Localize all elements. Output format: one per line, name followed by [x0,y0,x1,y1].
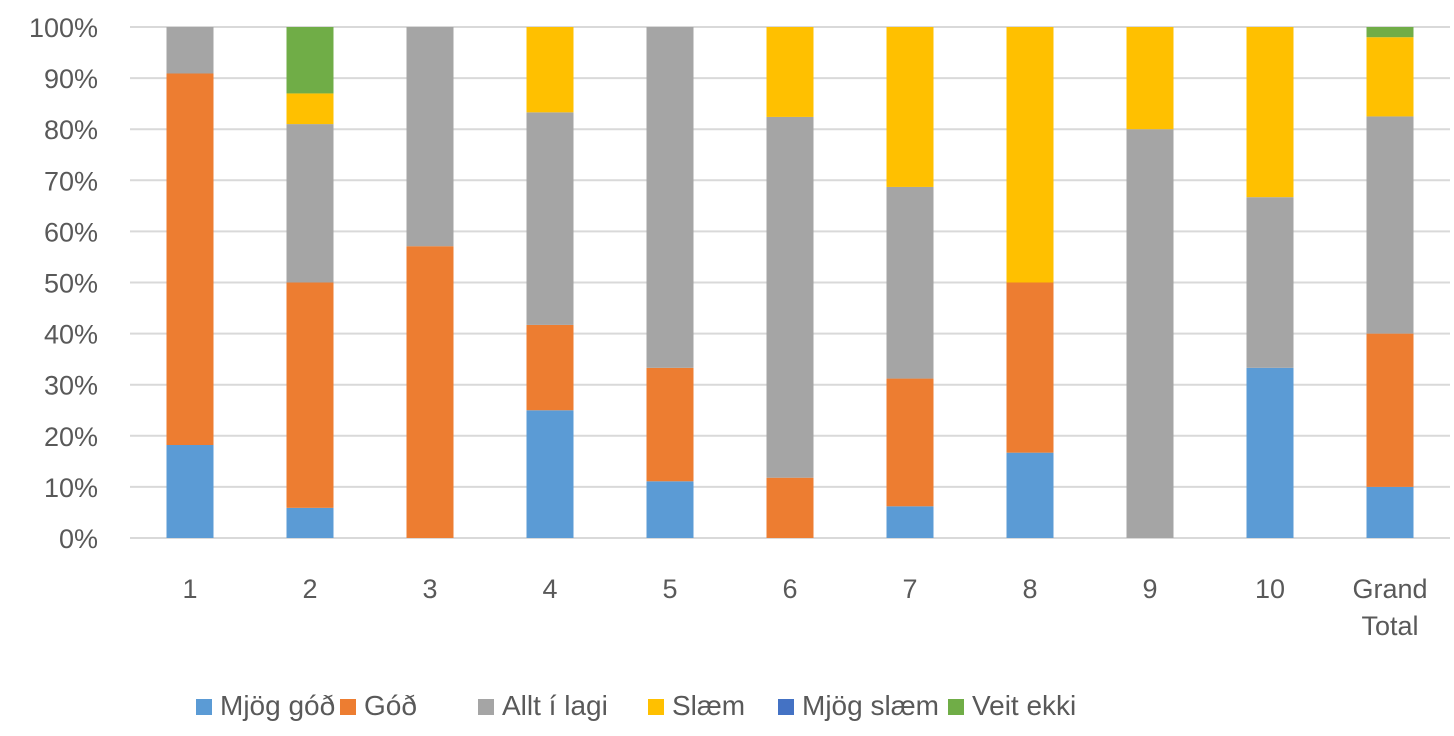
y-axis: 0% 10% 20% 30% 40% 50% 60% 70% 80% 90% 100% [29,13,98,554]
x-tick-label: 5 [662,574,677,604]
bar-segment [286,282,334,508]
x-tick-label: 2 [302,574,317,604]
bar-segment [886,506,934,538]
bars [166,27,1414,538]
legend-swatch [948,699,964,715]
y-tick-label: 30% [44,371,98,401]
x-tick-label: Grand Total [1352,574,1427,641]
bar-segment [1126,129,1174,538]
bar-segment [1366,27,1414,38]
x-tick-label: 8 [1022,574,1037,604]
bar-segment [166,444,214,538]
bar-segment [1006,452,1054,538]
bar-segment [766,477,814,538]
bar-segment [1126,27,1174,130]
legend-label: Mjög góð [220,690,335,721]
legend-item: Mjög slæm [778,690,939,721]
bar-segment [526,27,574,113]
legend-swatch [340,699,356,715]
legend-label: Góð [364,690,417,721]
legend-label: Slæm [672,690,745,721]
bar-segment [1366,116,1414,334]
x-tick-label: 10 [1255,574,1285,604]
y-tick-label: 40% [44,320,98,350]
legend-swatch [778,699,794,715]
legend-swatch [478,699,494,715]
bar-segment [766,27,814,117]
bar-segment [286,27,334,94]
bar-segment [1246,27,1294,198]
x-tick-label: 7 [902,574,917,604]
y-tick-label: 70% [44,166,98,196]
bar-segment [1366,333,1414,487]
bar-segment [406,27,454,247]
x-tick-label: 6 [782,574,797,604]
y-tick-label: 80% [44,115,98,145]
y-tick-label: 50% [44,269,98,299]
bar-segment [406,246,454,538]
bar-segment [286,124,334,283]
x-tick-label: 1 [182,574,197,604]
x-tick-label: 4 [542,574,557,604]
legend-label: Mjög slæm [802,690,939,721]
legend-item: Allt í lagi [478,690,608,721]
legend: Mjög góð Góð Allt í lagi Slæm Mjög slæm Veit … [196,690,1076,721]
bar-segment [526,324,574,411]
x-tick-label: 3 [422,574,437,604]
legend-item: Mjög góð [196,690,335,721]
legend-item: Góð [340,690,417,721]
bar-segment [1246,367,1294,538]
bar-segment [1366,37,1414,117]
bar-segment [646,27,694,368]
bar-segment [1006,282,1054,453]
bar-segment [886,27,934,187]
legend-label: Veit ekki [972,690,1076,721]
legend-label: Allt í lagi [502,690,608,721]
bar-segment [886,378,934,507]
bar-segment [286,507,334,538]
bar-segment [646,481,694,538]
y-tick-label: 100% [29,13,98,43]
bar-segment [166,27,214,74]
y-tick-label: 0% [59,524,98,554]
bar-segment [766,116,814,478]
legend-swatch [196,699,212,715]
bar-segment [1366,486,1414,538]
bar-segment [286,93,334,125]
bar-segment [646,367,694,482]
x-axis: 1 2 3 4 5 6 7 8 9 10 Grand Total [182,574,1427,641]
y-tick-label: 10% [44,473,98,503]
y-tick-label: 90% [44,64,98,94]
bar-segment [166,73,214,445]
bar-segment [886,186,934,379]
bar-segment [526,410,574,538]
bar-segment [1246,197,1294,368]
x-tick-label: 9 [1142,574,1157,604]
bar-segment [1006,27,1054,283]
y-tick-label: 60% [44,217,98,247]
bar-segment [526,112,574,325]
legend-swatch [648,699,664,715]
legend-item: Slæm [648,690,745,721]
legend-item: Veit ekki [948,690,1076,721]
y-tick-label: 20% [44,422,98,452]
